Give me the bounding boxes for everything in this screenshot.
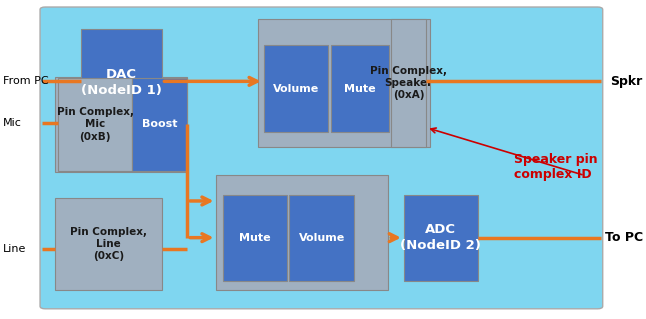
Bar (331, 45, 389, 132)
Text: Speaker pin
complex ID: Speaker pin complex ID (514, 153, 598, 181)
Bar (132, 78, 187, 171)
Text: Boost: Boost (142, 119, 178, 130)
Bar (216, 175, 388, 290)
Text: Pin Complex,
Mic
(0xB): Pin Complex, Mic (0xB) (57, 107, 134, 142)
Bar (404, 195, 478, 281)
Bar (258, 19, 430, 147)
Text: Volume: Volume (298, 233, 345, 243)
Bar (391, 19, 426, 147)
Bar (55, 198, 162, 290)
Bar (58, 78, 132, 171)
Bar (223, 195, 287, 281)
Text: ADC
(NodeID 2): ADC (NodeID 2) (401, 223, 481, 252)
Text: Mute: Mute (240, 233, 271, 243)
Text: Pin Complex,
Speaker
(0xA): Pin Complex, Speaker (0xA) (370, 65, 447, 100)
Text: Pin Complex,
Line
(0xC): Pin Complex, Line (0xC) (70, 226, 147, 262)
Text: From PC: From PC (3, 76, 49, 86)
Text: Mute: Mute (344, 84, 375, 93)
Text: Spkr: Spkr (610, 75, 643, 88)
Bar (55, 77, 187, 172)
Text: Line: Line (3, 244, 26, 254)
Bar (81, 29, 162, 137)
Text: Volume: Volume (273, 84, 319, 93)
Bar (264, 45, 328, 132)
FancyBboxPatch shape (40, 7, 603, 309)
Bar (289, 195, 354, 281)
Text: DAC
(NodeID 1): DAC (NodeID 1) (81, 69, 162, 97)
Text: Mic: Mic (3, 118, 22, 128)
Text: To PC: To PC (605, 231, 643, 244)
